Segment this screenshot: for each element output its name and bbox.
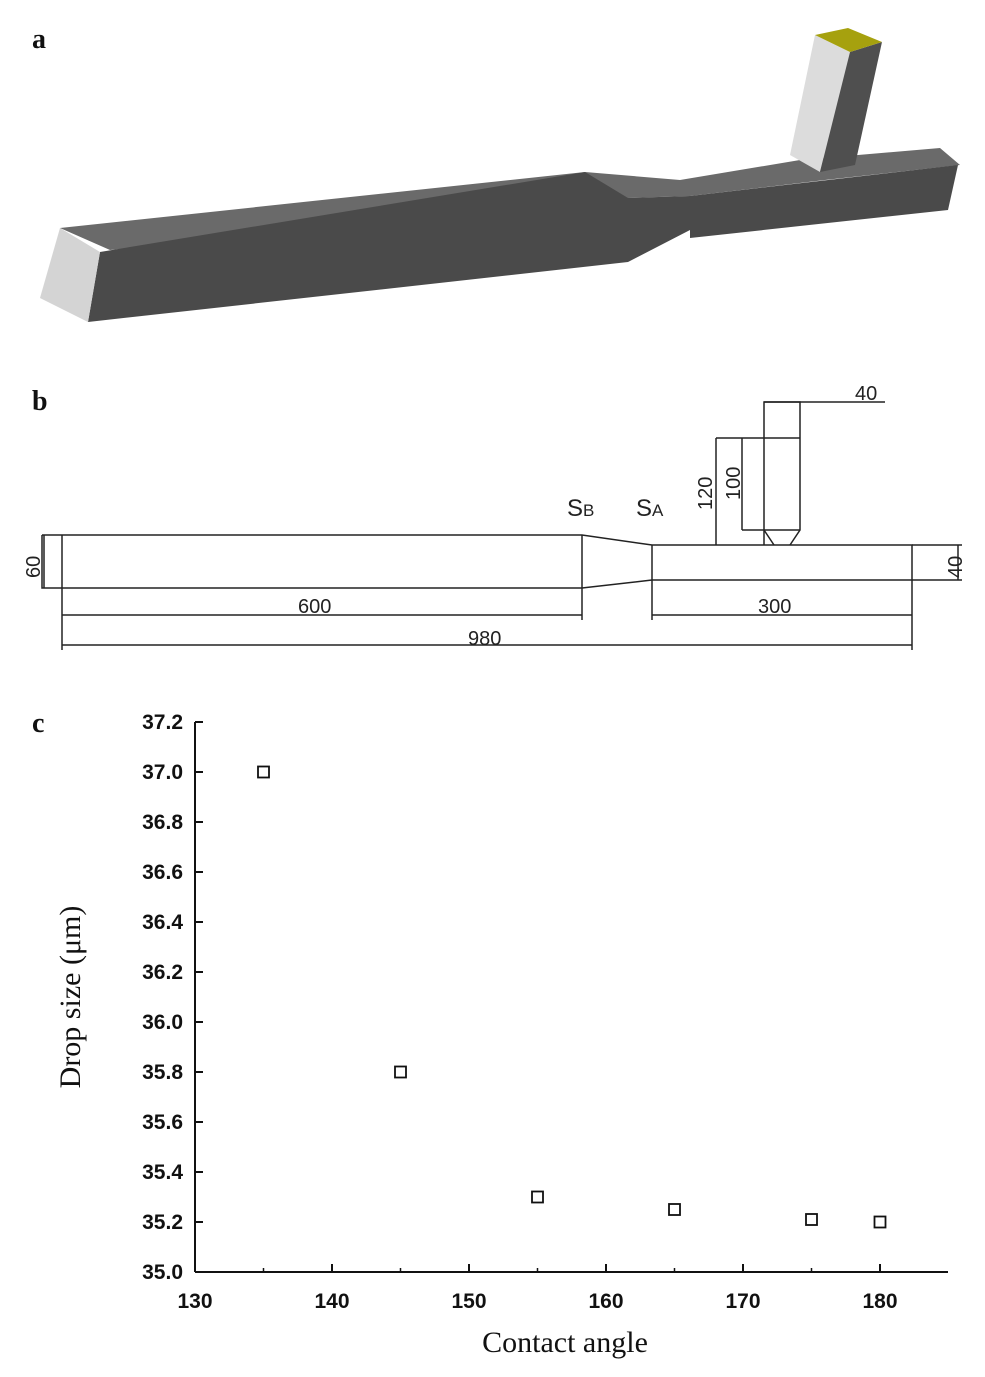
y-tick-label: 37.2 [142, 711, 183, 734]
panel-c-letter: c [32, 708, 44, 739]
len-right-label: 300 [758, 596, 791, 618]
data-points [257, 765, 887, 1229]
y-tick-label: 35.4 [142, 1161, 183, 1184]
y-tick-label: 36.0 [142, 1011, 183, 1034]
width-right-label: 40 [945, 556, 967, 578]
x-axis-title: Contact angle [482, 1326, 648, 1359]
y-tick-label: 36.4 [142, 911, 183, 934]
channel-outline [41, 534, 913, 589]
inlet-dark-face [820, 42, 882, 172]
y-tick-label: 37.0 [142, 761, 183, 784]
panel-b-letter: b [32, 386, 48, 417]
panel-c-scatter-chart: c 35.0 35.2 35.4 35.6 35.8 36.0 36.2 36.4 36.6 36… [32, 708, 948, 1359]
x-tick-label: 130 [177, 1290, 212, 1313]
channel-right-front-face [690, 165, 958, 238]
data-point [873, 1215, 887, 1229]
panel-b-dimension-drawing: b 40 120 100 60 40 600 300 [23, 383, 967, 650]
y-tick-label: 36.8 [142, 811, 183, 834]
x-tick-label: 170 [725, 1290, 760, 1313]
y-tick-label: 36.6 [142, 861, 183, 884]
y-ticks: 35.0 35.2 35.4 35.6 35.8 36.0 36.2 36.4 36.6 36.8… [142, 711, 203, 1284]
data-point [668, 1203, 681, 1216]
data-point [805, 1213, 818, 1226]
x-ticks: 130 140 150 160 170 180 [177, 1264, 898, 1313]
x-tick-label: 150 [451, 1290, 486, 1313]
channel-front-face [88, 172, 628, 322]
x-tick-label: 140 [314, 1290, 349, 1313]
y-tick-label: 35.8 [142, 1061, 183, 1084]
inlet-outline [763, 401, 801, 546]
plot-axes [194, 722, 948, 1273]
y-tick-label: 35.6 [142, 1111, 183, 1134]
channel-contraction-face [628, 196, 690, 262]
x-tick-label: 180 [862, 1290, 897, 1313]
y-tick-label: 36.2 [142, 961, 183, 984]
inlet-width-label: 40 [855, 383, 877, 405]
data-point [394, 1065, 407, 1079]
channel-end-face [40, 228, 100, 322]
inlet-h2-label: 100 [723, 467, 745, 500]
data-point [531, 1190, 544, 1204]
section-b-label: SB [567, 495, 594, 522]
section-a-label: SA [636, 495, 664, 522]
inlet-light-face [790, 35, 850, 172]
y-axis-title: Drop size (μm) [54, 906, 87, 1089]
y-tick-label: 35.2 [142, 1211, 183, 1234]
inlet-top-face [815, 28, 882, 52]
width-left-label: 60 [23, 556, 45, 578]
panel-a-3d-model: a [32, 24, 960, 322]
len-total-label: 980 [468, 628, 501, 650]
inlet-nozzle-taper [763, 529, 775, 546]
y-tick-label: 35.0 [142, 1261, 183, 1284]
len-main-label: 600 [298, 596, 331, 618]
data-point [257, 765, 270, 779]
x-tick-label: 160 [588, 1290, 623, 1313]
panel-a-letter: a [32, 24, 46, 55]
inlet-h1-label: 120 [695, 477, 717, 510]
